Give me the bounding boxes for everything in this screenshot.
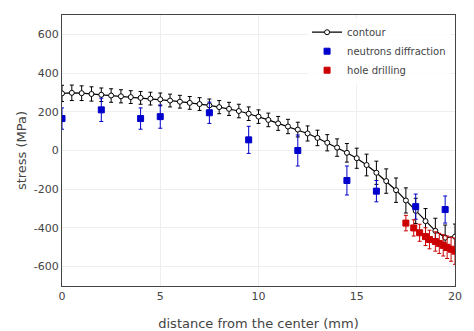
- svg-text:neutrons diffraction: neutrons diffraction: [347, 46, 445, 57]
- svg-text:15: 15: [350, 290, 364, 303]
- svg-text:0: 0: [52, 144, 59, 157]
- svg-text:stress (MPa): stress (MPa): [14, 111, 29, 190]
- svg-text:5: 5: [157, 290, 164, 303]
- svg-text:hole drilling: hole drilling: [347, 65, 406, 76]
- svg-text:200: 200: [38, 106, 59, 119]
- svg-text:20: 20: [448, 290, 462, 303]
- svg-text:0: 0: [59, 290, 66, 303]
- svg-text:400: 400: [38, 67, 59, 80]
- svg-text:distance from the center (mm): distance from the center (mm): [158, 316, 359, 331]
- svg-text:-600: -600: [34, 260, 59, 273]
- svg-text:contour: contour: [347, 27, 386, 38]
- svg-text:600: 600: [38, 28, 59, 41]
- svg-text:-200: -200: [34, 183, 59, 196]
- svg-text:-400: -400: [34, 222, 59, 235]
- svg-text:10: 10: [252, 290, 266, 303]
